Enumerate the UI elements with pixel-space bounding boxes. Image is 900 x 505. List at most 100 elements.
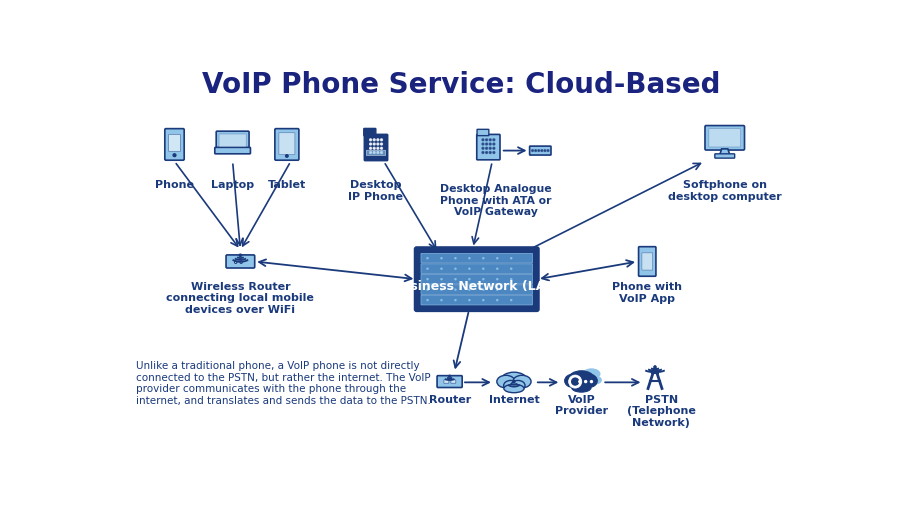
Circle shape (440, 268, 443, 270)
Circle shape (468, 299, 471, 302)
Circle shape (468, 289, 471, 291)
FancyBboxPatch shape (364, 135, 388, 161)
Ellipse shape (504, 381, 518, 391)
Circle shape (374, 139, 375, 141)
Circle shape (370, 139, 372, 141)
Circle shape (377, 153, 379, 154)
Text: VoIP
Provider: VoIP Provider (554, 394, 608, 416)
Circle shape (440, 299, 443, 302)
Circle shape (468, 278, 471, 281)
Circle shape (544, 150, 545, 152)
Circle shape (513, 381, 515, 383)
Circle shape (482, 278, 484, 281)
Ellipse shape (501, 373, 527, 388)
Circle shape (496, 278, 499, 281)
FancyBboxPatch shape (451, 380, 455, 383)
FancyBboxPatch shape (477, 135, 500, 161)
Ellipse shape (572, 380, 585, 390)
Circle shape (381, 139, 382, 141)
Circle shape (381, 144, 382, 145)
Circle shape (381, 148, 382, 150)
Circle shape (240, 262, 242, 264)
Text: Internet: Internet (489, 394, 539, 404)
FancyBboxPatch shape (642, 254, 652, 271)
FancyBboxPatch shape (415, 248, 538, 311)
FancyBboxPatch shape (168, 135, 180, 152)
Circle shape (510, 278, 512, 281)
Circle shape (490, 148, 491, 150)
Text: Business Network (LAN): Business Network (LAN) (392, 279, 562, 292)
FancyBboxPatch shape (165, 129, 184, 161)
Circle shape (370, 144, 372, 145)
Circle shape (239, 255, 241, 257)
FancyBboxPatch shape (421, 285, 533, 295)
Circle shape (454, 268, 456, 270)
FancyBboxPatch shape (421, 254, 533, 264)
Ellipse shape (568, 371, 595, 388)
Circle shape (493, 148, 495, 150)
Circle shape (496, 289, 499, 291)
Circle shape (482, 139, 484, 141)
Ellipse shape (587, 376, 602, 385)
Circle shape (440, 258, 443, 260)
Circle shape (486, 153, 488, 154)
FancyBboxPatch shape (215, 148, 250, 155)
Circle shape (374, 144, 375, 145)
Circle shape (482, 268, 484, 270)
Ellipse shape (572, 384, 591, 392)
FancyBboxPatch shape (421, 264, 533, 274)
Circle shape (374, 153, 375, 154)
FancyBboxPatch shape (437, 376, 463, 388)
Ellipse shape (582, 369, 600, 380)
Circle shape (377, 148, 379, 150)
FancyBboxPatch shape (444, 380, 449, 383)
Circle shape (490, 153, 491, 154)
Circle shape (510, 268, 512, 270)
Circle shape (493, 153, 495, 154)
FancyBboxPatch shape (279, 133, 295, 155)
FancyBboxPatch shape (366, 151, 385, 156)
Circle shape (482, 258, 484, 260)
Circle shape (427, 268, 428, 270)
Circle shape (482, 144, 484, 145)
FancyBboxPatch shape (715, 155, 734, 159)
Circle shape (538, 150, 540, 152)
Text: Router: Router (428, 394, 471, 404)
Circle shape (482, 299, 484, 302)
Circle shape (377, 144, 379, 145)
FancyBboxPatch shape (226, 256, 255, 269)
Circle shape (370, 153, 372, 154)
Circle shape (454, 289, 456, 291)
Circle shape (427, 278, 428, 281)
Text: Wireless Router
connecting local mobile
devices over WiFi: Wireless Router connecting local mobile … (166, 281, 314, 314)
Circle shape (370, 148, 372, 150)
Circle shape (454, 258, 456, 260)
Circle shape (381, 153, 382, 154)
FancyBboxPatch shape (421, 275, 533, 284)
Polygon shape (719, 149, 730, 157)
Circle shape (569, 375, 581, 388)
Ellipse shape (504, 385, 524, 393)
Circle shape (377, 139, 379, 141)
Text: PSTN
(Telephone
Network): PSTN (Telephone Network) (626, 394, 696, 427)
Circle shape (440, 289, 443, 291)
Circle shape (496, 299, 499, 302)
Circle shape (486, 148, 488, 150)
Text: Desktop Analogue
Phone with ATA or
VoIP Gateway: Desktop Analogue Phone with ATA or VoIP … (440, 183, 552, 217)
Circle shape (486, 139, 488, 141)
Text: Phone with
VoIP App: Phone with VoIP App (612, 282, 682, 304)
FancyBboxPatch shape (477, 130, 489, 136)
FancyBboxPatch shape (274, 129, 299, 161)
Circle shape (570, 377, 580, 387)
Text: Unlike a traditional phone, a VoIP phone is not directly
connected to the PSTN, : Unlike a traditional phone, a VoIP phone… (136, 360, 430, 405)
Circle shape (578, 380, 581, 383)
Text: Tablet: Tablet (268, 180, 306, 190)
FancyBboxPatch shape (529, 147, 551, 156)
Ellipse shape (513, 376, 531, 388)
Text: Phone: Phone (155, 180, 194, 190)
Circle shape (590, 380, 593, 383)
Circle shape (496, 268, 499, 270)
FancyBboxPatch shape (364, 129, 376, 136)
FancyBboxPatch shape (216, 132, 249, 150)
FancyBboxPatch shape (219, 135, 247, 147)
